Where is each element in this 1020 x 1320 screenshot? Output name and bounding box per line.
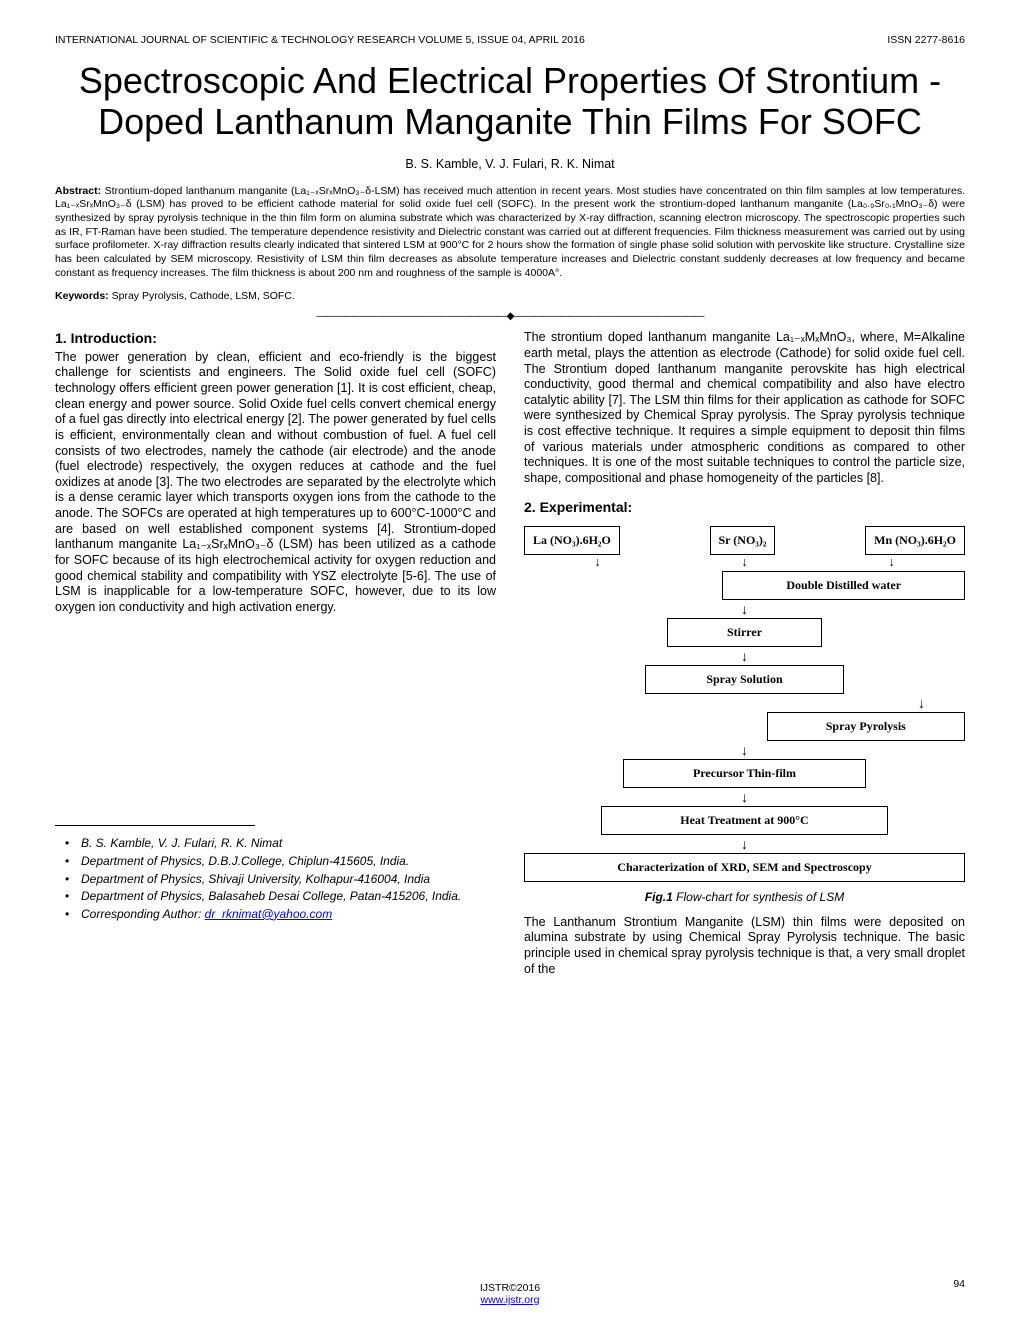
affil-item: Department of Physics, Balasaheb Desai C…: [55, 889, 496, 905]
flowchart-box: Double Distilled water: [722, 571, 965, 600]
arrow-down-icon: ↓: [524, 696, 965, 710]
fig-label: Fig.1: [645, 890, 673, 904]
abstract-label: Abstract:: [55, 185, 101, 197]
corresponding-label: Corresponding Author:: [81, 907, 205, 921]
flowchart-box: Mn (NO₃).6H₂O: [865, 526, 965, 555]
arrow-down-icon: ↓: [524, 743, 965, 757]
col2-paragraph-2: The Lanthanum Strontium Manganite (LSM) …: [524, 915, 965, 978]
left-column: 1. Introduction: The power generation by…: [55, 330, 496, 977]
arrow-down-icon: ↓: [741, 555, 747, 571]
figure-caption: Fig.1 Flow-chart for synthesis of LSM: [524, 890, 965, 905]
flowchart-row: Heat Treatment at 900°C: [524, 806, 965, 835]
flowchart-row: Stirrer: [524, 618, 965, 647]
fig-text: Flow-chart for synthesis of LSM: [673, 890, 844, 904]
flowchart-box: Stirrer: [667, 618, 821, 647]
keywords: Keywords: Spray Pyrolysis, Cathode, LSM,…: [55, 290, 965, 302]
section-1-heading: 1. Introduction:: [55, 330, 496, 348]
affil-item: Department of Physics, D.B.J.College, Ch…: [55, 854, 496, 870]
footer-copyright: IJSTR©2016: [0, 1282, 1020, 1294]
flowchart-box: Heat Treatment at 900°C: [601, 806, 888, 835]
right-column: The strontium doped lanthanum manganite …: [524, 330, 965, 977]
affiliation-rule: [55, 825, 255, 826]
arrow-down-icon: ↓: [524, 602, 965, 616]
flowchart-row: Spray Pyrolysis: [524, 712, 965, 741]
section-divider: ————————————————————◆———————————————————…: [55, 310, 965, 322]
affil-item: Department of Physics, Shivaji Universit…: [55, 872, 496, 888]
flowchart-box: Spray Solution: [645, 665, 843, 694]
footer-url[interactable]: www.ijstr.org: [481, 1294, 540, 1306]
arrow-down-icon: ↓: [888, 555, 894, 571]
corresponding-email[interactable]: dr_rknimat@yahoo.com: [205, 907, 333, 921]
keywords-body: Spray Pyrolysis, Cathode, LSM, SOFC.: [112, 290, 295, 302]
journal-title: INTERNATIONAL JOURNAL OF SCIENTIFIC & TE…: [55, 34, 585, 46]
page-footer: IJSTR©2016 www.ijstr.org: [0, 1282, 1020, 1306]
affil-item: Corresponding Author: dr_rknimat@yahoo.c…: [55, 907, 496, 923]
flowchart-row: Precursor Thin-film: [524, 759, 965, 788]
arrow-down-icon: ↓: [524, 790, 965, 804]
issn: ISSN 2277-8616: [887, 34, 965, 46]
keywords-label: Keywords:: [55, 290, 109, 302]
flowchart-row: Characterization of XRD, SEM and Spectro…: [524, 853, 965, 882]
affiliation-list: B. S. Kamble, V. J. Fulari, R. K. Nimat …: [55, 836, 496, 922]
author-line: B. S. Kamble, V. J. Fulari, R. K. Nimat: [55, 157, 965, 171]
abstract: Abstract: Strontium-doped lanthanum mang…: [55, 185, 965, 280]
paper-title: Spectroscopic And Electrical Properties …: [55, 60, 965, 143]
flowchart-arrows: ↓ ↓ ↓: [524, 555, 965, 571]
flowchart-box: La (NO₃).6H₂O: [524, 526, 620, 555]
affil-item: B. S. Kamble, V. J. Fulari, R. K. Nimat: [55, 836, 496, 852]
flowchart-row: Double Distilled water: [524, 571, 965, 600]
journal-header: INTERNATIONAL JOURNAL OF SCIENTIFIC & TE…: [55, 34, 965, 46]
arrow-down-icon: ↓: [524, 649, 965, 663]
intro-paragraph: The power generation by clean, efficient…: [55, 350, 496, 616]
abstract-body: Strontium-doped lanthanum manganite (La₁…: [55, 185, 965, 279]
flowchart-row: Spray Solution: [524, 665, 965, 694]
flowchart-figure: La (NO₃).6H₂O Sr (NO₃)₂ Mn (NO₃).6H₂O ↓ …: [524, 526, 965, 882]
flowchart-box: Characterization of XRD, SEM and Spectro…: [524, 853, 965, 882]
flowchart-row: La (NO₃).6H₂O Sr (NO₃)₂ Mn (NO₃).6H₂O: [524, 526, 965, 555]
arrow-down-icon: ↓: [524, 837, 965, 851]
flowchart-box: Precursor Thin-film: [623, 759, 866, 788]
section-2-heading: 2. Experimental:: [524, 499, 965, 517]
arrow-down-icon: ↓: [594, 555, 600, 571]
flowchart-box: Sr (NO₃)₂: [710, 526, 776, 555]
flowchart-box: Spray Pyrolysis: [767, 712, 965, 741]
two-column-body: 1. Introduction: The power generation by…: [55, 330, 965, 977]
col2-paragraph-1: The strontium doped lanthanum manganite …: [524, 330, 965, 486]
